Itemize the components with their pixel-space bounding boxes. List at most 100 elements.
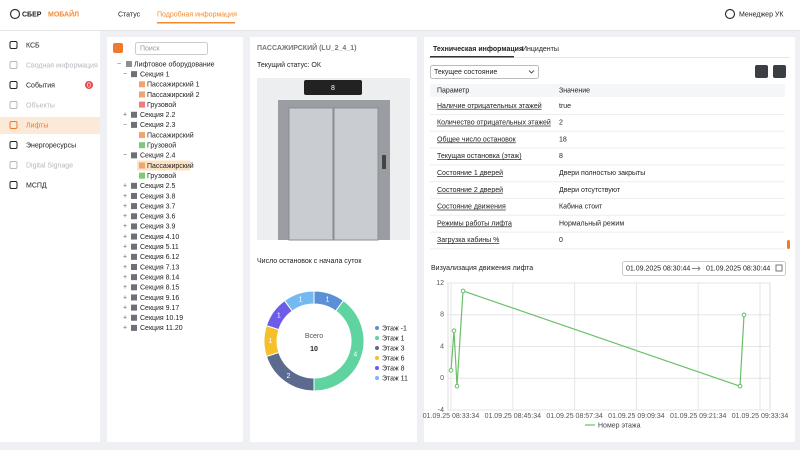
tree-leaf[interactable]: Пассажирский: [147, 162, 194, 170]
tree-section[interactable]: Секция 9.16: [140, 295, 179, 302]
tree-section[interactable]: Секция 1: [140, 71, 170, 78]
tree-section[interactable]: Секция 2.3: [140, 122, 176, 129]
tree-section[interactable]: Секция 3.6: [140, 214, 176, 221]
tree-toggle[interactable]: +: [123, 223, 127, 230]
sidebar-item[interactable]: Лифты: [26, 122, 48, 129]
tree-section[interactable]: Секция 11.20: [140, 325, 183, 332]
param-name[interactable]: Текущая остановка (этаж): [437, 153, 522, 160]
tree-toggle[interactable]: +: [123, 325, 127, 332]
tree-icon: [131, 253, 137, 260]
x-tick-label: 01.09.25 09:33:34: [732, 413, 789, 420]
date-from[interactable]: 01.09.2025 08:30:44: [626, 265, 690, 272]
tree-toggle[interactable]: +: [123, 213, 127, 220]
tree-toggle[interactable]: +: [123, 203, 127, 210]
state-select-text[interactable]: Текущее состояние: [434, 69, 497, 76]
tree-toggle[interactable]: +: [123, 183, 127, 190]
param-name[interactable]: Общее число остановок: [437, 135, 517, 143]
user-name[interactable]: Менеджер УК: [739, 11, 784, 18]
tree-section[interactable]: Секция 3.8: [140, 193, 176, 200]
legend-label: Этаж -1: [382, 325, 407, 332]
date-range[interactable]: [622, 261, 786, 276]
calendar-icon[interactable]: [775, 264, 783, 272]
tree-section[interactable]: Секция 2.5: [140, 183, 176, 190]
nav-tab-active[interactable]: Подробная информация: [157, 10, 237, 18]
tree-toggle[interactable]: +: [123, 304, 127, 311]
tree-section[interactable]: Секция 3.9: [140, 224, 176, 231]
tree-section[interactable]: Секция 6.12: [140, 254, 179, 261]
tree-toggle[interactable]: −: [123, 122, 127, 129]
tree-section[interactable]: Секция 5.11: [140, 244, 179, 251]
param-name[interactable]: Режимы работы лифта: [437, 219, 512, 227]
date-to[interactable]: 01.09.2025 08:30:44: [706, 265, 770, 272]
tree-toggle[interactable]: +: [123, 112, 127, 119]
donut-value-label: 4: [353, 351, 357, 358]
param-name[interactable]: Состояние движения: [437, 204, 506, 211]
donut-total: 10: [310, 346, 318, 353]
search-placeholder[interactable]: Поиск: [140, 45, 160, 52]
search-box[interactable]: [135, 42, 208, 55]
tree-toggle[interactable]: +: [123, 254, 127, 261]
details-tab[interactable]: Инциденты: [522, 46, 559, 53]
tree-leaf[interactable]: Пассажирский 1: [147, 81, 200, 89]
sidebar-item[interactable]: Сводная информация: [26, 62, 98, 69]
tree-section[interactable]: Секция 8.14: [140, 274, 179, 281]
y-tick-label: -4: [438, 407, 444, 414]
param-name[interactable]: Загрузка кабины %: [437, 236, 499, 244]
state-select[interactable]: [430, 65, 539, 79]
tree-section[interactable]: Секция 4.10: [140, 234, 179, 241]
tree-section[interactable]: Секция 2.2: [140, 112, 176, 119]
tree-section[interactable]: Секция 10.19: [140, 315, 183, 322]
legend-label: Этаж 11: [382, 375, 408, 382]
tree-section[interactable]: Секция 8.15: [140, 285, 179, 292]
tree-leaf[interactable]: Грузовой: [147, 172, 176, 180]
tree-toggle[interactable]: −: [123, 71, 127, 78]
nav-tab[interactable]: Статус: [118, 11, 141, 18]
tree-root[interactable]: Лифтовое оборудование: [134, 60, 215, 68]
tree-section[interactable]: Секция 2.4: [140, 153, 176, 160]
sidebar-item[interactable]: КСБ: [26, 42, 40, 49]
param-name[interactable]: Состояние 2 дверей: [437, 186, 503, 194]
logo-icon: [9, 8, 21, 20]
details-tab-active[interactable]: Техническая информация: [433, 46, 523, 53]
floor-display: [304, 80, 362, 95]
tree-icon: [131, 324, 137, 331]
tree-icon: [139, 162, 145, 169]
tree-toggle[interactable]: +: [123, 244, 127, 251]
param-value: 2: [559, 120, 563, 127]
tree-leaf[interactable]: Грузовой: [147, 142, 176, 150]
tree-toggle[interactable]: −: [123, 152, 127, 159]
sidebar-item[interactable]: События: [26, 81, 55, 89]
legend-label: Этаж 8: [382, 365, 405, 372]
param-name[interactable]: Количество отрицательных этажей: [437, 119, 551, 127]
sidebar-item[interactable]: Digital Signage: [26, 162, 73, 169]
tree-toggle[interactable]: +: [123, 233, 127, 240]
sidebar-icon: [9, 41, 18, 49]
tree-toggle[interactable]: +: [123, 193, 127, 200]
settings-button[interactable]: [773, 65, 786, 78]
x-tick-label: 01.09.25 08:33:34: [423, 413, 480, 420]
tree-toggle[interactable]: +: [123, 274, 127, 281]
sidebar-item[interactable]: Объекты: [26, 101, 55, 109]
tree-menu-icon[interactable]: [113, 43, 123, 53]
tree-section[interactable]: Секция 3.7: [140, 203, 176, 210]
tree-section[interactable]: Секция 7.13: [140, 264, 179, 271]
sidebar-item[interactable]: Энергоресурсы: [26, 142, 76, 149]
sidebar-icon: [9, 101, 18, 109]
export-button[interactable]: [755, 65, 768, 78]
tree-section[interactable]: Секция 9.17: [140, 305, 179, 312]
tree-toggle[interactable]: +: [123, 264, 127, 271]
tab-underline: [157, 22, 235, 24]
tree-leaf[interactable]: Грузовой: [147, 101, 176, 109]
tree-toggle[interactable]: +: [123, 315, 127, 322]
scroll-indicator[interactable]: [787, 240, 790, 249]
tree-leaf[interactable]: Пассажирский 2: [147, 91, 200, 99]
tree-icon: [131, 182, 137, 189]
sidebar-item[interactable]: МСПД: [26, 182, 47, 189]
tree-toggle[interactable]: +: [123, 284, 127, 291]
tree-leaf[interactable]: Пассажирский: [147, 131, 194, 139]
param-name[interactable]: Наличие отрицательных этажей: [437, 102, 542, 110]
user-icon[interactable]: [724, 8, 736, 20]
tree-icon: [131, 121, 137, 128]
param-name[interactable]: Состояние 1 дверей: [437, 169, 503, 177]
tree-toggle[interactable]: +: [123, 294, 127, 301]
